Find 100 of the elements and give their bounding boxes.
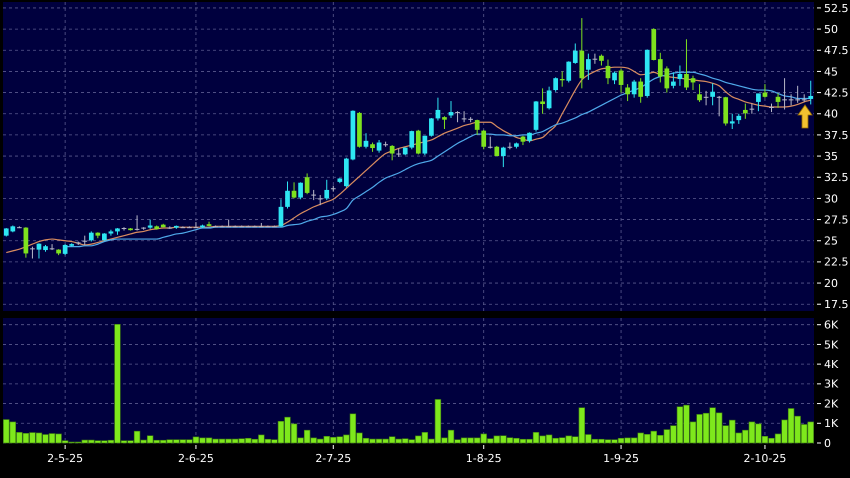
candlestick xyxy=(710,82,715,106)
candlestick xyxy=(266,224,270,228)
candlestick xyxy=(540,88,545,114)
y-tick-label: 27.5 xyxy=(824,213,848,226)
candlestick xyxy=(730,113,735,130)
x-tick-label: 2-10-25 xyxy=(743,452,786,465)
candlestick xyxy=(546,86,552,110)
candlestick xyxy=(762,84,768,98)
y-tick-label: 30 xyxy=(824,192,838,206)
candlestick xyxy=(638,78,644,104)
candlestick xyxy=(572,42,578,64)
x-tick-label: 2-6-25 xyxy=(178,452,214,465)
candlestick xyxy=(376,139,382,154)
candlestick xyxy=(246,224,251,228)
candlestick xyxy=(416,129,421,155)
candlestick xyxy=(527,132,532,144)
candlestick xyxy=(750,103,754,114)
candlestick xyxy=(383,141,388,148)
candlestick xyxy=(272,224,277,228)
y-tick-label: 17.5 xyxy=(824,298,848,312)
candlestick xyxy=(318,194,323,206)
y-tick-label: 2K xyxy=(824,397,839,410)
candlestick xyxy=(704,90,708,106)
candlestick xyxy=(481,129,486,150)
x-tick-label: 1-8-25 xyxy=(466,452,502,465)
candlestick xyxy=(292,182,296,199)
candlestick xyxy=(742,103,748,120)
candlestick xyxy=(226,219,231,228)
candlestick xyxy=(285,180,290,210)
y-tick-label: 47.5 xyxy=(824,44,848,58)
candlestick xyxy=(808,80,814,105)
x-tick-label: 2-5-25 xyxy=(47,452,84,465)
candlestick xyxy=(311,189,316,201)
y-tick-label: 42.5 xyxy=(824,86,848,100)
candlestick xyxy=(716,95,722,117)
candlestick xyxy=(148,219,153,230)
y-tick-label: 35 xyxy=(824,150,838,163)
candlestick xyxy=(618,68,624,94)
y-tick-label: 4K xyxy=(824,358,839,371)
candlestick xyxy=(448,100,454,118)
candlestick xyxy=(625,84,630,102)
candlestick xyxy=(553,76,558,92)
candlestick xyxy=(364,132,368,149)
candlestick xyxy=(462,110,466,123)
candlestick xyxy=(422,135,428,156)
candlestick xyxy=(782,78,787,110)
y-tick-label: 20 xyxy=(824,276,838,290)
candlestick xyxy=(756,92,761,112)
x-tick-label: 2-7-25 xyxy=(315,452,352,465)
candlestick xyxy=(442,116,447,130)
y-tick-label: 0 xyxy=(824,436,831,450)
candlestick xyxy=(632,79,636,98)
candlestick xyxy=(239,224,244,228)
y-tick-label: 6K xyxy=(824,318,839,332)
y-tick-label: 3K xyxy=(824,378,839,391)
candlestick xyxy=(586,53,591,80)
candlestick xyxy=(370,142,375,152)
y-tick-label: 25 xyxy=(824,234,838,248)
candlestick xyxy=(599,54,604,66)
candlestick xyxy=(671,72,676,89)
candlestick xyxy=(592,53,598,64)
candlestick xyxy=(606,59,610,85)
candlestick xyxy=(612,70,617,85)
candlestick xyxy=(664,66,670,94)
candlestick xyxy=(520,135,526,146)
y-tick-label: 1K xyxy=(824,417,839,430)
candlestick xyxy=(455,110,460,123)
candlestick xyxy=(678,64,682,86)
candlestick xyxy=(134,214,140,232)
y-tick-label: 37.5 xyxy=(824,128,848,142)
candlestick xyxy=(776,92,780,108)
y-tick-label: 22.5 xyxy=(824,256,848,269)
candlestick xyxy=(560,70,565,88)
candlestick xyxy=(436,97,440,122)
x-tick-label: 1-9-25 xyxy=(603,452,640,465)
candlestick xyxy=(324,179,330,201)
candlestick xyxy=(795,85,800,104)
candlestick xyxy=(429,117,434,138)
candlestick xyxy=(788,94,794,106)
candlestick xyxy=(566,60,572,83)
candlestick xyxy=(82,235,88,246)
y-tick-label: 40 xyxy=(824,108,838,121)
candlestick xyxy=(474,119,480,136)
candlestick xyxy=(390,144,395,161)
candlestick xyxy=(298,182,303,200)
candlestick xyxy=(697,84,702,102)
y-tick-label: 50 xyxy=(824,22,838,36)
candlestick xyxy=(304,172,310,195)
candlestick xyxy=(62,244,68,256)
candlestick xyxy=(736,113,742,124)
candlestick xyxy=(658,52,663,83)
candlestick xyxy=(409,130,414,150)
candlestick xyxy=(488,136,493,149)
candlestick xyxy=(500,146,506,168)
candlestick xyxy=(88,230,94,242)
y-tick-label: 52.5 xyxy=(824,2,848,15)
y-tick-label: 32.5 xyxy=(824,171,848,184)
candlestick xyxy=(278,198,284,228)
y-tick-label: 5K xyxy=(824,338,839,352)
candlestick xyxy=(252,224,258,228)
